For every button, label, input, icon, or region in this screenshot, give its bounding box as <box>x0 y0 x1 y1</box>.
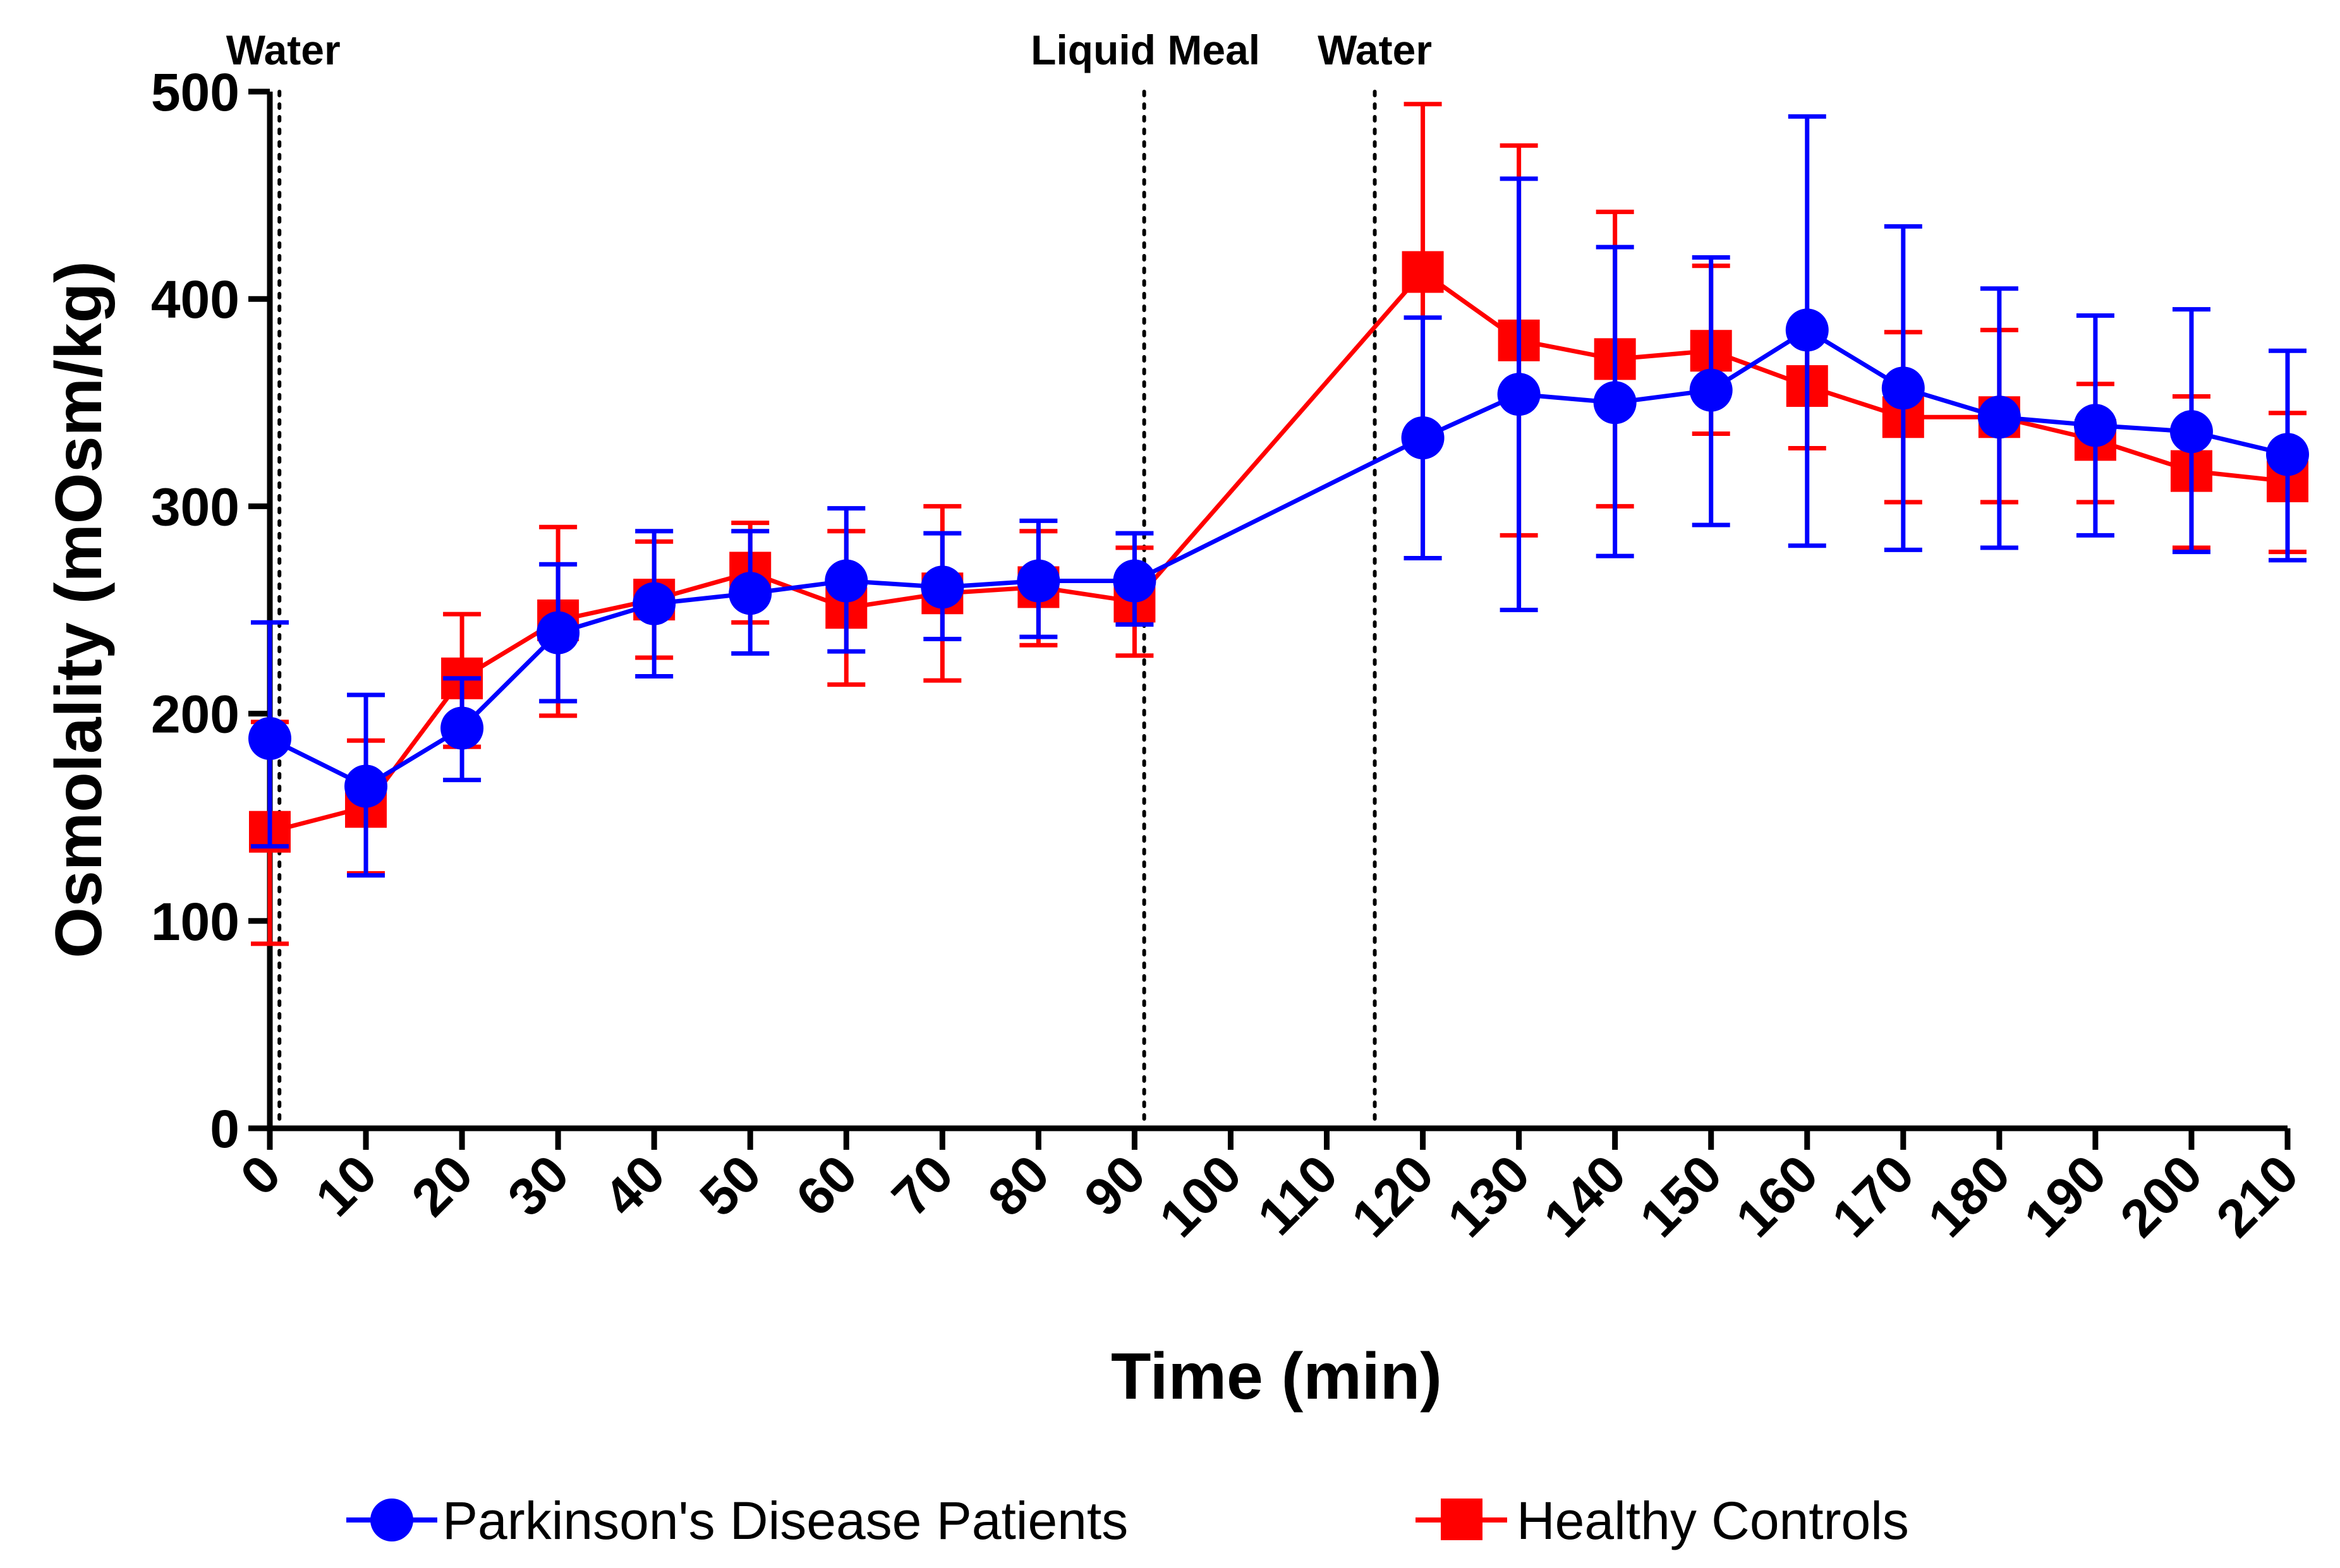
data-point <box>537 611 580 654</box>
x-tick-label: 40 <box>592 1143 676 1227</box>
data-point <box>1785 308 1829 352</box>
legend-item-pd[interactable]: Parkinson's Disease Patients <box>346 1491 1128 1550</box>
x-tick-label: 150 <box>1628 1143 1733 1248</box>
legend-marker-pd <box>370 1499 413 1541</box>
y-tick-label: 200 <box>151 685 239 744</box>
data-point <box>344 764 388 808</box>
x-tick-label: 120 <box>1340 1143 1445 1248</box>
x-tick-label: 210 <box>2205 1143 2310 1248</box>
data-point <box>2073 404 2117 447</box>
series <box>248 102 2309 946</box>
data-point <box>1881 366 1925 410</box>
data-point <box>2169 410 2213 454</box>
data-point <box>825 559 868 603</box>
x-tick-label: 90 <box>1073 1143 1157 1227</box>
data-point <box>633 582 676 625</box>
x-tick-label: 30 <box>496 1143 580 1227</box>
y-axis-title: Osmolality (mOsm/kg) <box>42 261 116 958</box>
data-point <box>729 572 772 615</box>
legend-item-hc[interactable]: Healthy Controls <box>1416 1491 1909 1550</box>
data-point <box>2266 433 2309 476</box>
y-tick-label: 400 <box>151 270 239 329</box>
y-tick-label: 100 <box>151 892 239 951</box>
x-tick-label: 50 <box>688 1143 772 1227</box>
x-axis-title: Time (min) <box>1111 1340 1442 1413</box>
x-tick-label: 110 <box>1246 1143 1349 1246</box>
y-tick-label: 0 <box>210 1099 239 1159</box>
axes <box>267 92 2288 1131</box>
data-point <box>248 716 291 760</box>
data-point <box>1017 559 1060 603</box>
x-tick-label: 170 <box>1821 1143 1925 1248</box>
data-point <box>1113 559 1156 603</box>
event-label: Water <box>226 27 341 73</box>
event-label: Liquid Meal <box>1031 27 1260 73</box>
legend-label-pd: Parkinson's Disease Patients <box>442 1491 1128 1550</box>
data-point <box>1402 251 1444 293</box>
data-point <box>921 565 964 609</box>
x-tick-label: 130 <box>1436 1143 1541 1248</box>
data-point <box>1401 416 1445 460</box>
series-line <box>269 270 2288 835</box>
data-point <box>1593 381 1637 425</box>
data-point <box>1689 368 1733 412</box>
y-tick-label: 300 <box>151 477 239 536</box>
data-point <box>440 706 484 750</box>
x-tick-label: 190 <box>2013 1143 2118 1248</box>
data-point <box>1497 373 1541 416</box>
series-parkinsons <box>248 114 2309 878</box>
y-tick-label: 500 <box>151 63 239 122</box>
x-tick-label: 20 <box>400 1143 484 1227</box>
x-ticks: 0 10 20 30 40 50 60 70 80 90100110120130140150160… <box>229 1128 2310 1248</box>
x-tick-label: 180 <box>1917 1143 2022 1248</box>
x-tick-label: 200 <box>2109 1143 2214 1248</box>
data-point <box>1977 395 2021 439</box>
x-tick-label: 70 <box>881 1143 965 1227</box>
x-tick-label: 100 <box>1148 1143 1253 1248</box>
x-tick-label: 160 <box>1725 1143 1829 1248</box>
legend-marker-hc <box>1441 1499 1482 1540</box>
legend: Parkinson's Disease Patients Healthy Con… <box>346 1491 1909 1550</box>
x-tick-label: 60 <box>784 1143 868 1227</box>
x-tick-label: 10 <box>304 1143 388 1227</box>
legend-label-hc: Healthy Controls <box>1517 1491 1909 1550</box>
y-ticks: 0 100 200 300 400 500 <box>151 63 270 1159</box>
x-tick-label: 80 <box>977 1143 1061 1227</box>
x-tick-label: 140 <box>1532 1143 1637 1248</box>
event-label: Water <box>1318 27 1432 73</box>
